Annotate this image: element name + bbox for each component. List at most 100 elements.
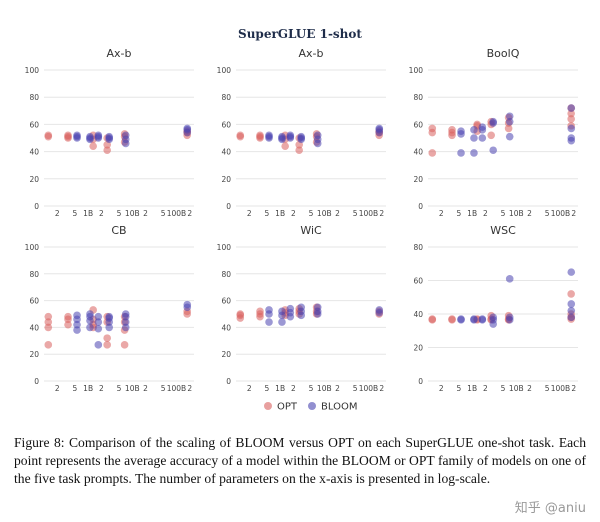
opt-point xyxy=(64,312,72,321)
x-tick-label: 2 xyxy=(55,209,60,218)
x-tick-label: 2 xyxy=(99,209,104,218)
y-tick-label: 100 xyxy=(409,66,424,75)
y-tick-label: 40 xyxy=(221,148,231,157)
x-tick-label: 1B xyxy=(467,209,477,218)
x-tick-label: 5 xyxy=(264,209,269,218)
bloom-point xyxy=(73,132,81,141)
x-tick-label: 10B xyxy=(317,384,332,393)
bloom-point xyxy=(470,126,478,134)
y-tick-label: 100 xyxy=(25,243,40,252)
opt-point xyxy=(281,142,289,150)
y-tick-label: 60 xyxy=(413,277,423,286)
bloom-point xyxy=(505,112,514,121)
bloom-point xyxy=(505,132,514,141)
panel-title: WiC xyxy=(300,224,322,237)
legend-label: OPT xyxy=(277,402,298,413)
bloom-point xyxy=(86,310,94,318)
x-tick-label: 5 xyxy=(501,384,506,393)
x-tick-label: 2 xyxy=(143,209,148,218)
x-tick-label: 2 xyxy=(571,209,576,218)
y-tick-label: 80 xyxy=(29,270,39,279)
opt-point xyxy=(567,290,575,298)
panel-title: Ax-b xyxy=(107,47,132,60)
x-tick-label: 1B xyxy=(275,384,285,393)
opt-point xyxy=(428,315,437,323)
x-tick-label: 2 xyxy=(187,209,192,218)
x-tick-label: 5 xyxy=(545,209,550,218)
opt-point xyxy=(44,323,53,332)
bloom-point xyxy=(265,132,273,141)
y-tick-label: 20 xyxy=(221,350,231,359)
x-tick-label: 2 xyxy=(335,209,340,218)
y-tick-label: 80 xyxy=(221,270,231,279)
bloom-point xyxy=(567,306,576,315)
x-tick-label: 5 xyxy=(353,209,358,218)
x-tick-label: 5 xyxy=(456,209,461,218)
x-tick-label: 2 xyxy=(527,209,532,218)
y-tick-label: 60 xyxy=(29,120,39,129)
y-tick-label: 60 xyxy=(221,297,231,306)
y-tick-label: 100 xyxy=(217,243,232,252)
bloom-point xyxy=(94,324,103,333)
opt-point xyxy=(256,307,264,316)
bloom-point xyxy=(73,320,81,329)
opt-point xyxy=(567,115,575,123)
x-tick-label: 5 xyxy=(309,209,314,218)
x-tick-label: 1B xyxy=(83,384,93,393)
x-tick-label: 2 xyxy=(247,209,252,218)
bloom-point xyxy=(489,313,498,322)
y-tick-label: 60 xyxy=(413,120,423,129)
x-tick-label: 100B xyxy=(167,209,186,218)
x-tick-label: 2 xyxy=(291,384,296,393)
bloom-point xyxy=(278,318,286,326)
y-tick-label: 40 xyxy=(413,310,423,319)
x-tick-label: 5 xyxy=(161,384,166,393)
bloom-point xyxy=(121,310,130,318)
y-tick-label: 80 xyxy=(221,93,231,102)
opt-point xyxy=(428,149,437,157)
opt-point xyxy=(44,312,53,321)
bloom-point xyxy=(567,268,576,276)
opt-point xyxy=(448,315,456,323)
opt-point xyxy=(103,146,111,155)
x-tick-label: 10B xyxy=(125,209,140,218)
x-tick-label: 2 xyxy=(335,384,340,393)
bloom-point xyxy=(470,315,478,323)
bloom-point xyxy=(375,128,384,137)
watermark: 知乎 @aniu xyxy=(514,501,586,516)
y-tick-label: 40 xyxy=(221,323,231,332)
bloom-point xyxy=(457,315,465,323)
y-tick-label: 20 xyxy=(413,175,423,184)
x-tick-label: 2 xyxy=(187,384,192,393)
x-tick-label: 5 xyxy=(545,384,550,393)
opt-point xyxy=(504,124,513,133)
bloom-point xyxy=(505,275,514,283)
bloom-point xyxy=(105,312,114,321)
x-tick-label: 2 xyxy=(379,209,384,218)
bloom-point xyxy=(505,313,514,322)
x-tick-label: 2 xyxy=(247,384,252,393)
bloom-point xyxy=(297,303,306,312)
opt-point xyxy=(256,132,264,141)
bloom-point xyxy=(478,315,487,323)
bloom-point xyxy=(121,323,130,332)
panel-title: BoolQ xyxy=(487,47,520,60)
bloom-point xyxy=(567,313,576,322)
bloom-point xyxy=(375,306,384,314)
bloom-point xyxy=(94,341,103,349)
bloom-point xyxy=(86,134,94,142)
panel-title: CB xyxy=(111,224,126,237)
opt-point xyxy=(44,341,53,349)
bloom-point xyxy=(278,134,286,142)
bloom-point xyxy=(94,312,103,321)
bloom-point xyxy=(489,146,498,155)
y-tick-label: 0 xyxy=(226,202,231,211)
x-tick-label: 100B xyxy=(551,209,570,218)
x-tick-label: 10B xyxy=(317,209,332,218)
legend: OPT BLOOM xyxy=(264,402,357,413)
x-tick-label: 1B xyxy=(467,384,477,393)
opt-point xyxy=(64,132,72,141)
y-tick-label: 100 xyxy=(25,66,40,75)
x-tick-label: 100B xyxy=(167,384,186,393)
